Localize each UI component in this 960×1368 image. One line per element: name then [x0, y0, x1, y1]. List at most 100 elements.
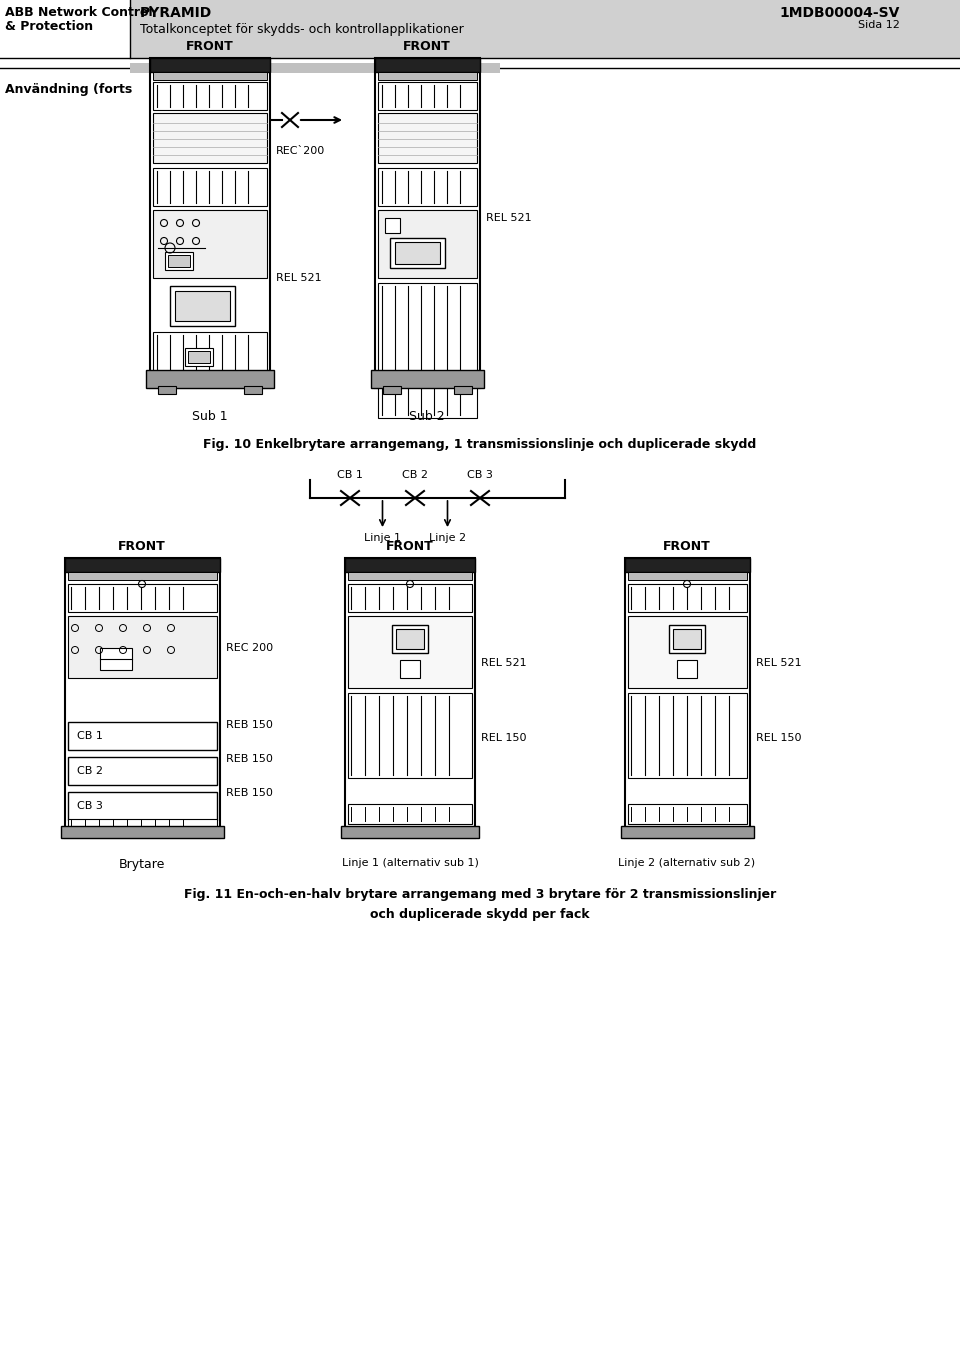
Bar [375, 57, 480, 389]
Bar [395, 242, 440, 264]
Text: REL 521: REL 521 [486, 213, 532, 223]
Bar [348, 616, 472, 688]
Bar [454, 386, 472, 394]
Text: FRONT: FRONT [663, 540, 710, 553]
Bar [170, 286, 235, 326]
Text: CB 1: CB 1 [337, 471, 363, 480]
Bar [628, 584, 747, 611]
Bar [153, 332, 267, 376]
Text: & Protection: & Protection [5, 21, 93, 33]
Bar [345, 558, 475, 839]
Bar [628, 616, 747, 688]
Bar [348, 694, 472, 778]
Text: PYRAMID: PYRAMID [140, 5, 212, 21]
Bar [153, 211, 267, 278]
Bar [400, 659, 420, 679]
Bar [348, 572, 472, 580]
Bar [621, 826, 754, 839]
Text: Fig. 10 Enkelbrytare arrangemang, 1 transmissionslinje och duplicerade skydd: Fig. 10 Enkelbrytare arrangemang, 1 tran… [204, 438, 756, 451]
Bar [383, 386, 401, 394]
Text: 1MDB00004-SV: 1MDB00004-SV [780, 5, 900, 21]
Text: Linje 2 (alternativ sub 2): Linje 2 (alternativ sub 2) [618, 858, 756, 869]
Bar [68, 584, 217, 611]
Bar [153, 114, 267, 163]
Bar [68, 757, 217, 785]
Text: FRONT: FRONT [118, 540, 166, 553]
Text: CB 2: CB 2 [77, 766, 103, 776]
Bar [68, 722, 217, 750]
Text: CB 2: CB 2 [402, 471, 428, 480]
Text: REB 150: REB 150 [226, 720, 273, 731]
Bar [392, 625, 428, 653]
Text: Totalkonceptet för skydds- och kontrollapplikationer: Totalkonceptet för skydds- och kontrolla… [140, 23, 464, 36]
Bar [153, 168, 267, 207]
Bar [385, 218, 400, 233]
Bar [244, 386, 262, 394]
Text: Sub 1: Sub 1 [192, 410, 228, 423]
Bar [165, 252, 193, 269]
Bar [348, 804, 472, 824]
Bar [390, 238, 445, 268]
Bar [146, 369, 274, 389]
Bar [175, 291, 230, 321]
Text: CB 3: CB 3 [468, 471, 492, 480]
Bar [150, 57, 270, 73]
Bar [677, 659, 697, 679]
Bar [168, 254, 190, 267]
Text: Linje 1: Linje 1 [364, 534, 401, 543]
Bar [188, 352, 210, 363]
Text: Sida 12: Sida 12 [858, 21, 900, 30]
Bar [150, 57, 270, 389]
Bar [68, 616, 217, 679]
Text: och duplicerade skydd per fack: och duplicerade skydd per fack [371, 908, 589, 921]
Text: Sub 2: Sub 2 [409, 410, 444, 423]
Text: CB 1: CB 1 [77, 731, 103, 741]
Bar [378, 168, 477, 207]
Bar [628, 572, 747, 580]
Bar [130, 0, 960, 57]
Text: REL 521: REL 521 [276, 274, 322, 283]
Bar [158, 386, 176, 394]
Bar [100, 648, 132, 670]
Text: Linje 2: Linje 2 [429, 534, 466, 543]
Bar [669, 625, 705, 653]
Bar [628, 804, 747, 824]
Text: REL 521: REL 521 [756, 658, 802, 668]
Bar [130, 63, 500, 73]
Bar [61, 826, 224, 839]
Bar [378, 73, 477, 79]
Bar [65, 558, 220, 572]
Bar [153, 73, 267, 79]
Bar [345, 558, 475, 572]
Text: REC 200: REC 200 [226, 643, 274, 653]
Text: REL 150: REL 150 [756, 733, 802, 743]
Text: REB 150: REB 150 [226, 788, 273, 798]
Bar [185, 347, 213, 367]
Bar [371, 369, 484, 389]
Bar [68, 819, 217, 833]
Bar [628, 694, 747, 778]
Text: FRONT: FRONT [386, 540, 434, 553]
Text: FRONT: FRONT [403, 40, 451, 53]
Text: Användning (forts: Användning (forts [5, 83, 132, 96]
Bar [396, 629, 424, 648]
Text: Brytare: Brytare [119, 858, 165, 871]
Bar [625, 558, 750, 572]
Bar [375, 57, 480, 73]
Bar [68, 792, 217, 819]
Text: ABB Network Control: ABB Network Control [5, 5, 153, 19]
Bar [378, 283, 477, 419]
Text: REL 521: REL 521 [481, 658, 527, 668]
Bar [65, 558, 220, 839]
Text: Fig. 11 En-och-en-halv brytare arrangemang med 3 brytare för 2 transmissionslinj: Fig. 11 En-och-en-halv brytare arrangema… [184, 888, 776, 902]
Bar [68, 572, 217, 580]
Bar [0, 0, 960, 57]
Bar [348, 584, 472, 611]
Bar [153, 82, 267, 109]
Text: Linje 1 (alternativ sub 1): Linje 1 (alternativ sub 1) [342, 858, 478, 869]
Bar [673, 629, 701, 648]
Text: REB 150: REB 150 [226, 754, 273, 763]
Bar [378, 114, 477, 163]
Bar [378, 82, 477, 109]
Text: CB 3: CB 3 [77, 802, 103, 811]
